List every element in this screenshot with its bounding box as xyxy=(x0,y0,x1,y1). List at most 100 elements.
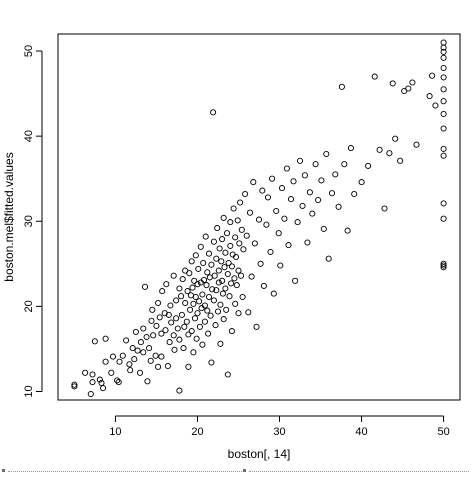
data-point xyxy=(440,39,447,46)
data-point xyxy=(220,214,227,221)
data-point xyxy=(167,302,174,309)
data-point xyxy=(173,315,180,322)
data-point xyxy=(185,331,192,338)
data-point xyxy=(195,265,202,272)
data-point xyxy=(163,281,170,288)
data-point xyxy=(166,339,173,346)
data-point xyxy=(190,300,197,307)
data-point xyxy=(193,335,200,342)
data-point xyxy=(174,325,181,332)
data-point xyxy=(242,190,249,198)
data-point xyxy=(152,352,159,359)
data-point xyxy=(158,330,165,337)
data-point xyxy=(238,226,245,233)
data-point xyxy=(341,161,348,168)
data-point xyxy=(253,323,260,330)
data-point xyxy=(245,309,252,316)
data-point xyxy=(203,282,210,289)
data-point xyxy=(207,312,214,319)
data-point xyxy=(189,284,196,291)
y-axis-label: boston.mel$fitted.values xyxy=(2,152,16,281)
data-point xyxy=(141,283,149,290)
data-point xyxy=(155,299,162,307)
data-point xyxy=(210,297,217,304)
data-point xyxy=(204,269,211,276)
data-point xyxy=(185,363,192,370)
data-point xyxy=(137,339,144,346)
data-point xyxy=(123,337,130,344)
data-point xyxy=(429,72,436,79)
data-point xyxy=(102,335,109,342)
y-tick-label: 10 xyxy=(23,385,35,397)
data-point xyxy=(208,261,215,268)
data-point xyxy=(165,311,172,318)
data-point xyxy=(219,236,226,243)
data-point xyxy=(243,232,250,239)
data-point xyxy=(179,276,186,283)
data-point xyxy=(250,179,257,186)
data-point xyxy=(218,258,225,265)
data-point xyxy=(155,363,162,370)
data-point xyxy=(292,277,299,284)
data-point xyxy=(320,225,327,232)
data-point xyxy=(315,196,322,204)
data-point xyxy=(285,242,292,249)
data-point xyxy=(263,221,270,228)
data-point xyxy=(219,277,226,284)
data-point xyxy=(212,322,219,329)
data-point xyxy=(440,262,447,269)
data-point xyxy=(196,323,203,330)
data-point xyxy=(144,378,151,385)
data-point xyxy=(260,282,267,289)
data-point xyxy=(146,345,153,352)
left-grip-mark xyxy=(2,469,5,472)
data-point xyxy=(228,280,235,287)
data-point xyxy=(228,263,235,270)
data-point xyxy=(332,171,339,178)
data-point xyxy=(440,64,447,72)
data-point xyxy=(171,346,178,353)
data-point xyxy=(213,255,220,262)
data-point xyxy=(109,353,117,360)
data-point xyxy=(440,264,447,271)
data-point xyxy=(213,287,220,294)
data-point xyxy=(205,293,213,301)
data-point xyxy=(219,290,226,297)
data-point xyxy=(255,216,263,223)
data-point xyxy=(246,209,254,216)
data-point xyxy=(204,307,211,314)
data-point xyxy=(115,379,122,386)
data-point xyxy=(134,347,141,354)
data-point xyxy=(230,205,237,212)
data-point xyxy=(257,260,264,267)
data-point xyxy=(187,306,194,313)
data-point xyxy=(296,157,304,164)
data-point xyxy=(178,311,185,318)
data-point xyxy=(440,200,447,207)
y-tick-label: 50 xyxy=(23,45,35,57)
data-point xyxy=(323,150,330,158)
x-tick-label: 10 xyxy=(109,426,121,438)
data-point xyxy=(129,345,136,352)
data-point xyxy=(178,293,185,300)
data-point xyxy=(191,277,198,284)
data-point xyxy=(102,358,109,365)
data-point xyxy=(100,385,107,392)
data-point xyxy=(318,177,325,184)
data-point xyxy=(312,161,319,168)
data-point xyxy=(397,157,404,164)
data-point xyxy=(275,230,282,237)
data-point xyxy=(278,185,286,192)
data-point xyxy=(197,243,204,250)
data-point xyxy=(228,328,235,335)
data-point xyxy=(161,310,168,317)
data-point xyxy=(196,298,203,305)
data-point xyxy=(328,190,336,197)
data-point xyxy=(269,175,276,182)
data-point xyxy=(220,316,227,323)
status-divider-left xyxy=(8,471,242,472)
data-point xyxy=(235,267,242,274)
data-point xyxy=(304,239,311,246)
data-point xyxy=(71,381,78,388)
data-point xyxy=(148,317,155,324)
